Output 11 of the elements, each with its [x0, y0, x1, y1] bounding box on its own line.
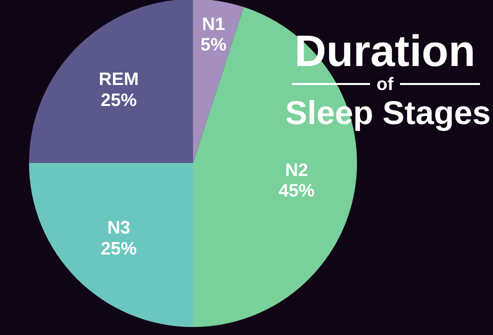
data-label: 45%: [278, 180, 315, 201]
data-label: 25%: [100, 238, 137, 258]
slice-label: N3: [107, 218, 130, 238]
slice-label: N2: [285, 160, 308, 180]
pie-slice: [29, 0, 193, 163]
data-label: 5%: [200, 34, 227, 55]
pie-slice: [193, 0, 244, 163]
slice-label: REM: [98, 69, 139, 90]
data-label: 25%: [100, 90, 137, 110]
slice-label: N1: [202, 14, 226, 34]
pie-slice: [29, 163, 193, 327]
